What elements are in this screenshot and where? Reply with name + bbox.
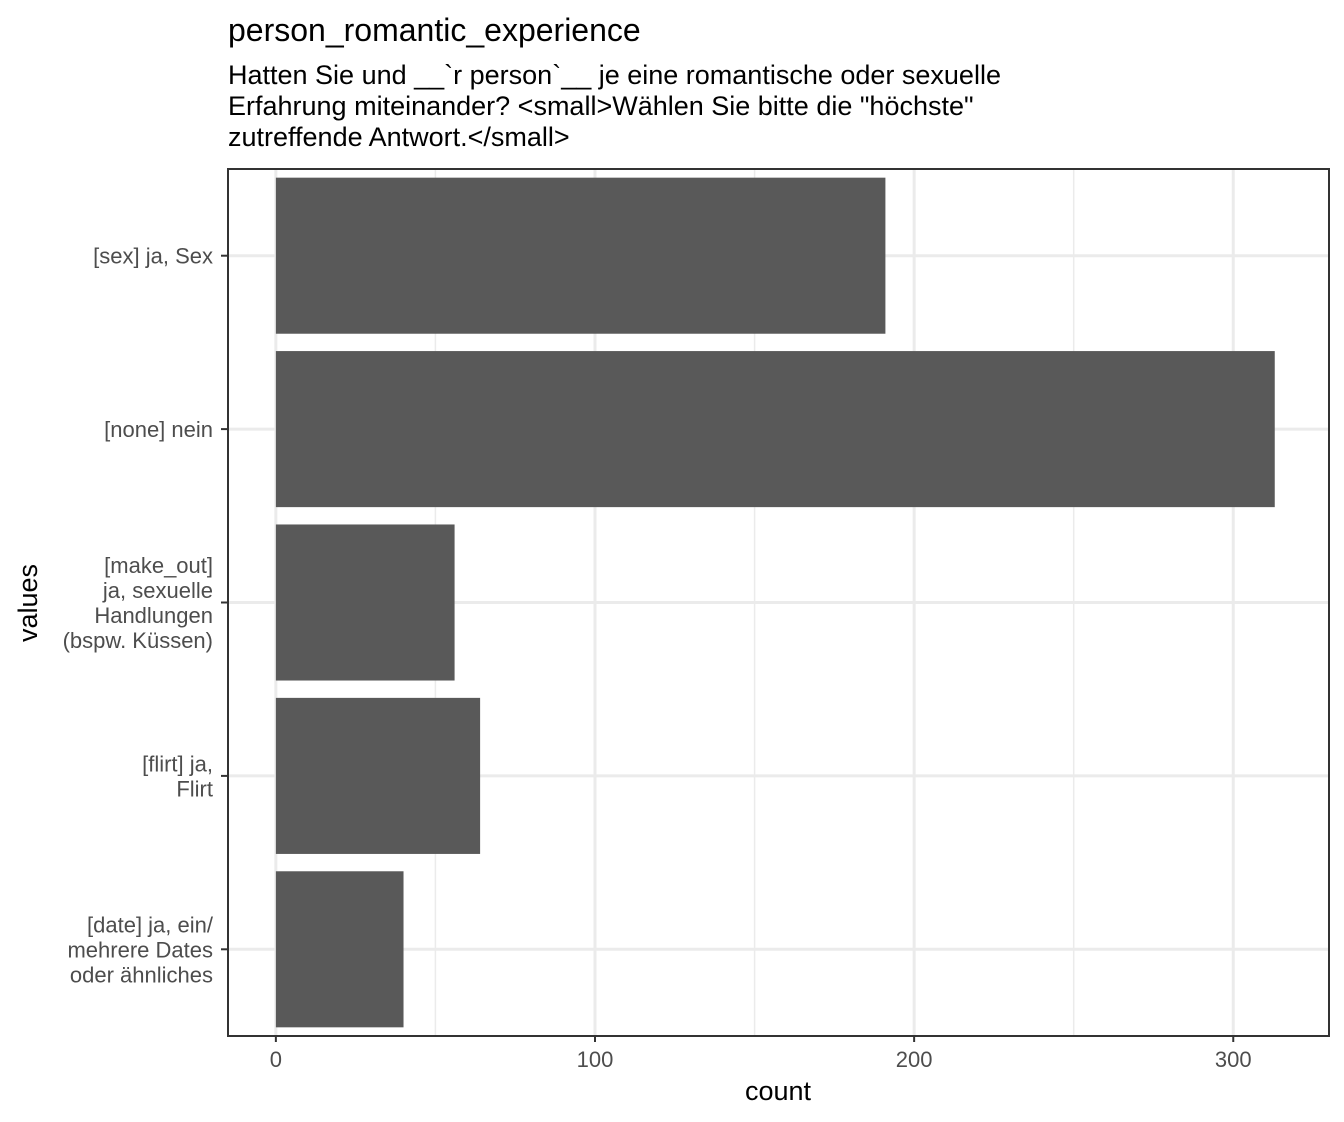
y-tick-label: [none] nein [104, 417, 213, 442]
y-tick-label: [flirt] ja, Flirt [142, 751, 213, 801]
y-tick-label-line: [sex] ja, Sex [93, 244, 213, 269]
bar [275, 871, 404, 1028]
bar [275, 697, 481, 854]
bar [275, 351, 1275, 508]
x-axis-title: count [745, 1076, 812, 1106]
y-tick-label-line: [date] ja, ein/ [87, 912, 214, 937]
y-tick-label: [date] ja, ein/mehrere Dates oder ähnlich… [67, 912, 213, 987]
y-tick-label-line: [none] nein [104, 417, 213, 442]
y-tick-label: [make_out] ja, sexuelle Handlungen (bspw. K… [63, 553, 213, 653]
x-tick-label: 0 [270, 1047, 282, 1072]
chart-subtitle-line-2: Erfahrung miteinander? <small>Wählen Sie… [228, 91, 974, 121]
chart-subtitle-line-3: zutreffende Antwort.</small> [228, 122, 570, 152]
y-tick-label-line: Flirt [176, 776, 213, 801]
chart-subtitle-line-1: Hatten Sie und __`r person`__ je eine ro… [228, 60, 1001, 90]
y-tick-label-line: oder ähnliches [70, 962, 213, 987]
x-tick-label: 300 [1215, 1047, 1252, 1072]
y-tick-label-line: (bspw. Küssen) [63, 628, 213, 653]
bar [275, 524, 455, 681]
x-tick-label: 200 [896, 1047, 933, 1072]
y-tick-label-line: ja, sexuelle [102, 578, 213, 603]
y-tick-label: [sex] ja, Sex [93, 244, 213, 269]
bar [275, 177, 886, 334]
y-axis-title: values [13, 564, 43, 642]
y-tick-label-line: [make_out] [104, 553, 213, 578]
y-tick-label-line: Handlungen [94, 603, 213, 628]
plot-area: 0 100 200 300 [sex] ja, Sex [none] nein [make_… [63, 168, 1330, 1072]
x-tick-label: 100 [577, 1047, 614, 1072]
y-tick-label-line: [flirt] ja, [142, 751, 213, 776]
y-tick-label-line: mehrere Dates [67, 937, 213, 962]
chart-title: person_romantic_experience [228, 12, 641, 48]
